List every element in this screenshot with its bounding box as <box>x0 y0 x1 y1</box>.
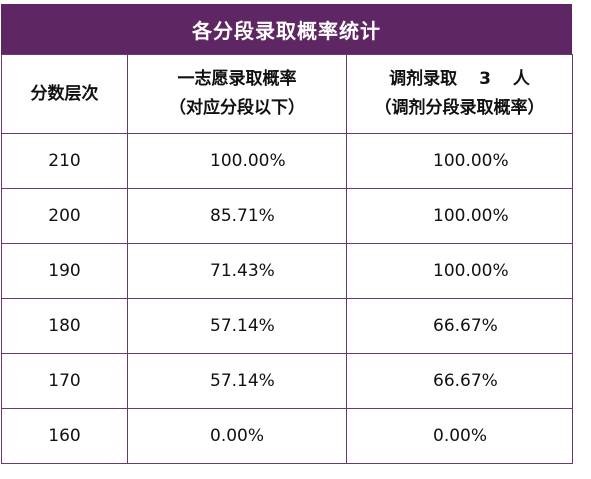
header-adjustment-suffix: 人 <box>512 69 530 89</box>
adjustment-cell: 0.00% <box>346 408 573 464</box>
header-row: 分数层次 一志愿录取概率 （对应分段以下） 调剂录取 3 人 （调剂分段录取概率） <box>1 54 573 134</box>
header-adjustment: 调剂录取 3 人 （调剂分段录取概率） <box>346 54 573 134</box>
level-cell: 210 <box>1 133 128 189</box>
adjustment-cell: 100.00% <box>346 133 573 189</box>
first-choice-cell: 71.43% <box>127 243 347 299</box>
table-row: 210 100.00% 100.00% <box>1 133 573 189</box>
table-row: 190 71.43% 100.00% <box>1 243 573 299</box>
table-row: 200 85.71% 100.00% <box>1 188 573 244</box>
level-cell: 200 <box>1 188 128 244</box>
table-row: 180 57.14% 66.67% <box>1 298 573 354</box>
table-row: 170 57.14% 66.67% <box>1 353 573 409</box>
adjustment-cell: 66.67% <box>346 353 573 409</box>
header-first-choice-line1: 一志愿录取概率 <box>177 69 297 89</box>
first-choice-cell: 57.14% <box>127 298 347 354</box>
header-adjustment-count: 3 <box>479 69 491 89</box>
header-first-choice: 一志愿录取概率 （对应分段以下） <box>127 54 347 134</box>
table-row: 160 0.00% 0.00% <box>1 408 573 464</box>
probability-table-card: 各分段录取概率统计 分数层次 一志愿录取概率 （对应分段以下） 调剂录取 3 人 （… <box>1 4 573 465</box>
probability-table: 分数层次 一志愿录取概率 （对应分段以下） 调剂录取 3 人 （调剂分段录取概率） … <box>1 54 573 464</box>
header-first-choice-line2: （对应分段以下） <box>169 98 305 118</box>
level-cell: 190 <box>1 243 128 299</box>
table-title: 各分段录取概率统计 <box>1 4 572 54</box>
first-choice-cell: 57.14% <box>127 353 347 409</box>
first-choice-cell: 0.00% <box>127 408 347 464</box>
header-level: 分数层次 <box>1 54 128 134</box>
adjustment-cell: 66.67% <box>346 298 573 354</box>
header-adjustment-line2: （调剂分段录取概率） <box>374 98 545 118</box>
header-adjustment-line1: 调剂录取 3 人 <box>347 65 572 94</box>
first-choice-cell: 100.00% <box>127 133 347 189</box>
first-choice-cell: 85.71% <box>127 188 347 244</box>
level-cell: 170 <box>1 353 128 409</box>
level-cell: 180 <box>1 298 128 354</box>
header-adjustment-prefix: 调剂录取 <box>389 69 458 89</box>
level-cell: 160 <box>1 408 128 464</box>
adjustment-cell: 100.00% <box>346 188 573 244</box>
adjustment-cell: 100.00% <box>346 243 573 299</box>
